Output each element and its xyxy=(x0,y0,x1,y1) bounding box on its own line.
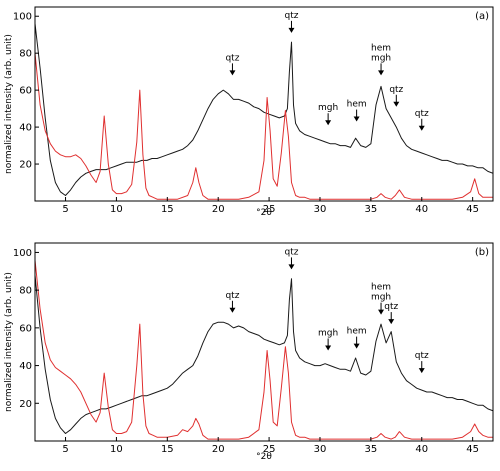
y-tick-label: 100 xyxy=(13,248,32,259)
annotation-label: qtz xyxy=(225,291,239,301)
x-tick-label: 30 xyxy=(314,204,327,215)
annotation-arrow-head xyxy=(393,101,400,107)
annotation-label: hem xyxy=(371,283,391,293)
x-tick-label: 45 xyxy=(466,204,479,215)
y-tick-label: 40 xyxy=(19,123,32,134)
annotation-arrow-head xyxy=(418,368,425,374)
x-tick-label: 15 xyxy=(161,204,174,215)
annotation-label: mgh xyxy=(318,328,338,338)
x-tick-label: 40 xyxy=(415,204,428,215)
annotation-label: qtz xyxy=(284,247,298,257)
x-tick-label: 35 xyxy=(364,444,377,455)
peak-annotation: mgh xyxy=(318,328,338,351)
series-line-reference-series xyxy=(35,53,493,200)
x-tick-label: 5 xyxy=(62,204,68,215)
panel-label: (b) xyxy=(475,247,489,258)
peak-annotation: qtz xyxy=(415,351,429,374)
series-line-measured-series xyxy=(35,23,493,196)
x-tick-label: 25 xyxy=(263,204,276,215)
annotation-label: qtz xyxy=(225,53,239,63)
peak-annotation: qtz xyxy=(225,291,240,313)
peak-annotation: qtz xyxy=(284,247,299,270)
peak-annotation: qtz xyxy=(384,302,398,325)
y-tick-label: 60 xyxy=(19,86,32,97)
annotation-arrow-head xyxy=(325,345,332,351)
y-tick-label: 60 xyxy=(19,323,32,334)
peak-annotation: qtz xyxy=(415,109,429,131)
x-tick-label: 45 xyxy=(466,444,479,455)
y-tick-label: 40 xyxy=(19,361,32,372)
peak-annotation: qtz xyxy=(225,53,240,76)
x-tick-label: 10 xyxy=(110,204,123,215)
series-line-reference-series xyxy=(35,259,493,440)
x-tick-label: 35 xyxy=(364,204,377,215)
annotation-arrow-head xyxy=(388,319,395,325)
peak-annotation: hem xyxy=(347,327,367,349)
annotation-label: mgh xyxy=(371,53,391,63)
annotation-arrow-head xyxy=(288,264,295,270)
annotation-label: hem xyxy=(371,43,391,53)
panel-label: (a) xyxy=(475,11,489,22)
y-tick-label: 20 xyxy=(19,399,32,410)
x-tick-label: 15 xyxy=(161,444,174,455)
y-axis-label: normalized intensity (arb. unit) xyxy=(4,34,14,174)
x-tick-label: 5 xyxy=(62,444,68,455)
annotation-label: qtz xyxy=(284,11,298,21)
annotation-label: hem xyxy=(347,100,367,110)
y-tick-label: 100 xyxy=(13,12,32,23)
plot-frame xyxy=(34,242,494,442)
peak-annotation: qtz xyxy=(389,85,404,107)
annotation-arrow-head xyxy=(229,70,236,76)
annotation-label: hem xyxy=(347,327,367,337)
annotation-arrow-head xyxy=(418,125,425,131)
annotation-arrow-head xyxy=(378,309,385,315)
annotation-arrow-head xyxy=(325,120,332,126)
chart-panel-1: 5 10 15 20 25 30 35 40 45 20 40 60 80 100 °2θ normalize… xyxy=(4,242,494,462)
annotation-arrow-head xyxy=(353,116,360,122)
x-tick-label: 20 xyxy=(212,444,225,455)
x-tick-label: 40 xyxy=(415,444,428,455)
annotation-arrow-head xyxy=(353,343,360,349)
annotation-label: qtz xyxy=(415,109,429,119)
x-tick-label: 10 xyxy=(110,444,123,455)
annotation-label: qtz xyxy=(384,302,398,312)
annotation-label: qtz xyxy=(389,85,403,95)
peak-annotation: qtz xyxy=(284,11,299,33)
annotation-label: mgh xyxy=(318,103,338,113)
peak-annotation: mgh xyxy=(318,103,338,126)
x-tick-label: 30 xyxy=(314,444,327,455)
annotation-arrow-head xyxy=(288,27,295,33)
y-axis-label: normalized intensity (arb. unit) xyxy=(4,272,14,412)
x-axis-label: °2θ xyxy=(256,452,272,462)
y-tick-label: 80 xyxy=(19,49,32,60)
x-axis-label: °2θ xyxy=(256,208,272,218)
chart-panel-0: 5 10 15 20 25 30 35 40 45 20 40 60 80 100 °2θ normalize… xyxy=(4,6,494,218)
y-tick-label: 20 xyxy=(19,160,32,171)
x-tick-label: 20 xyxy=(212,204,225,215)
y-tick-label: 80 xyxy=(19,286,32,297)
peak-annotation: hem xyxy=(347,100,367,122)
x-tick-label: 25 xyxy=(263,444,276,455)
annotation-label: mgh xyxy=(371,293,391,303)
series-line-measured-series xyxy=(35,275,493,434)
plot-frame xyxy=(34,6,494,202)
annotation-arrow-head xyxy=(229,307,236,313)
annotation-label: qtz xyxy=(415,351,429,361)
annotation-arrow-head xyxy=(378,70,385,76)
